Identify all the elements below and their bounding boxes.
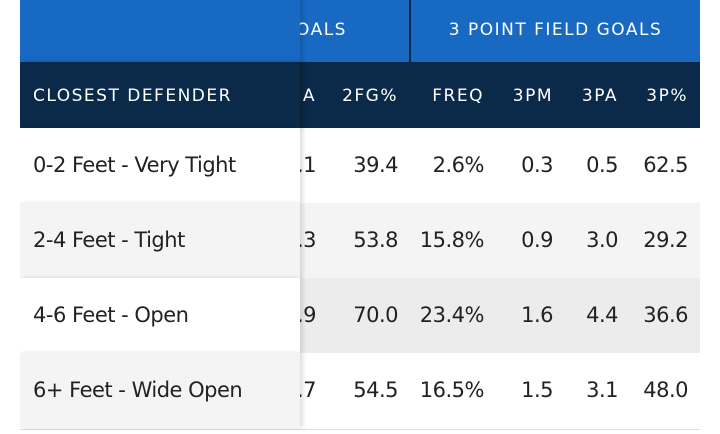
sticky-cell-bg: [20, 353, 300, 428]
table-cell: 0.5: [586, 153, 618, 177]
table-cell: 3.1: [586, 378, 618, 402]
table-cell: 3.0: [586, 228, 618, 252]
table-cell: .3: [296, 228, 317, 252]
row-label: 4-6 Feet - Open: [33, 303, 189, 327]
table-cell: 1.6: [521, 303, 553, 327]
table-cell: 48.0: [643, 378, 688, 402]
column-header[interactable]: FREQ: [432, 86, 484, 106]
row-background: [300, 353, 700, 428]
sticky-cell-bg: [20, 128, 300, 203]
table-cell: 23.4%: [419, 303, 485, 327]
table-cell: 1.5: [521, 378, 553, 402]
table-cell: 15.8%: [419, 228, 485, 252]
column-header[interactable]: 3P%: [646, 86, 688, 106]
column-header[interactable]: 3PM: [512, 86, 553, 106]
group-header: OALS: [296, 20, 347, 40]
column-header[interactable]: 2FG%: [342, 86, 398, 106]
table-cell: 62.5: [643, 153, 688, 177]
sticky-cell-bg: [20, 203, 300, 278]
column-header[interactable]: CLOSEST DEFENDER: [33, 86, 232, 106]
row-label: 0-2 Feet - Very Tight: [33, 153, 236, 177]
row-background: [300, 203, 700, 278]
table-cell: .7: [296, 378, 317, 402]
table-cell: .1: [296, 153, 317, 177]
table-cell: 70.0: [353, 303, 398, 327]
table-cell: 39.4: [353, 153, 398, 177]
sticky-column: [20, 62, 300, 128]
group-divider: [409, 0, 411, 62]
table-cell: 54.5: [353, 378, 398, 402]
table-cell: 16.5%: [419, 378, 485, 402]
table-cell: 29.2: [643, 228, 688, 252]
table-cell: 0.3: [521, 153, 553, 177]
column-header[interactable]: 3PA: [581, 86, 618, 106]
table-cell: 0.9: [521, 228, 553, 252]
column-header[interactable]: A: [302, 86, 316, 106]
table-cell: 53.8: [353, 228, 398, 252]
group-header: 3 POINT FIELD GOALS: [448, 20, 663, 40]
row-background: [300, 278, 700, 353]
table-cell: 4.4: [586, 303, 618, 327]
bottom-rule: [20, 429, 700, 430]
table-cell: .9: [296, 303, 317, 327]
table-cell: 36.6: [643, 303, 688, 327]
sticky-column: [20, 0, 300, 62]
row-label: 2-4 Feet - Tight: [33, 228, 185, 252]
row-label: 6+ Feet - Wide Open: [33, 378, 243, 402]
row-background: [300, 128, 700, 203]
table-cell: 2.6%: [432, 153, 485, 177]
sticky-cell-bg: [20, 278, 300, 353]
